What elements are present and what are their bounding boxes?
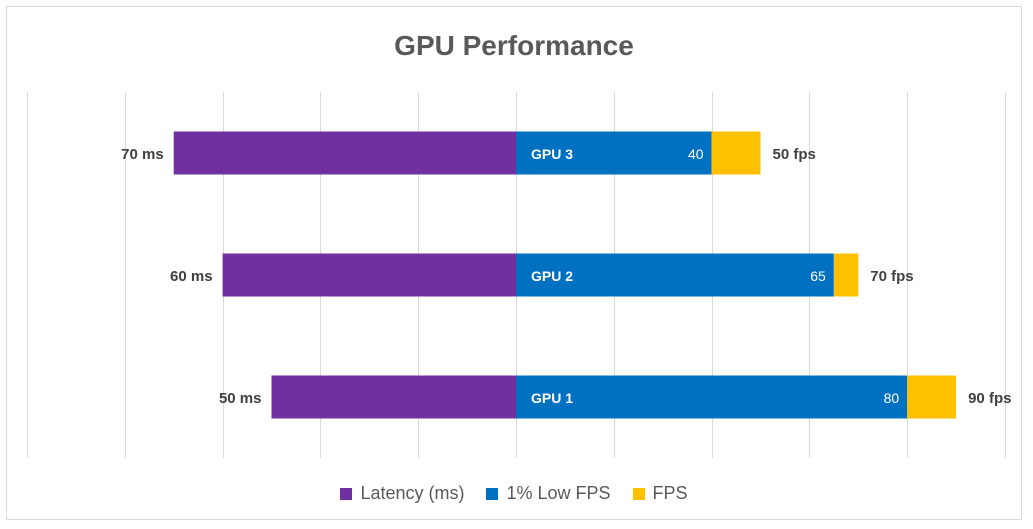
fps-label: 90 fps <box>968 390 1011 407</box>
bar-fps-gpu-1 <box>907 375 957 419</box>
legend: Latency (ms) 1% Low FPS FPS <box>6 483 1022 504</box>
legend-swatch-fps <box>632 487 645 500</box>
latency-label: 60 ms <box>170 268 213 285</box>
category-label: GPU 2 <box>531 268 573 284</box>
legend-item-latency: Latency (ms) <box>340 483 464 504</box>
bar-latency-gpu-1 <box>271 375 516 419</box>
bar-latency-gpu-2 <box>222 253 516 297</box>
chart-title: GPU Performance <box>394 30 634 61</box>
legend-item-fps: FPS <box>632 483 688 504</box>
latency-label: 50 ms <box>219 390 262 407</box>
legend-label-fps: FPS <box>652 483 688 503</box>
low-fps-value-label: 80 <box>884 390 900 406</box>
bar-latency-gpu-3 <box>173 131 516 175</box>
legend-swatch-low-fps <box>486 487 499 500</box>
legend-label-low-fps: 1% Low FPS <box>506 483 611 503</box>
legend-swatch-latency <box>340 487 353 500</box>
category-label: GPU 3 <box>531 146 573 162</box>
bar-fps-gpu-3 <box>711 131 761 175</box>
bar-low-fps-gpu-2 <box>516 253 834 297</box>
bar-fps-gpu-2 <box>833 253 859 297</box>
fps-label: 50 fps <box>773 146 816 163</box>
bar-low-fps-gpu-1 <box>516 375 908 419</box>
legend-item-low-fps: 1% Low FPS <box>486 483 611 504</box>
category-label: GPU 1 <box>531 390 573 406</box>
legend-label-latency: Latency (ms) <box>360 483 465 503</box>
fps-label: 70 fps <box>870 268 913 285</box>
latency-label: 70 ms <box>121 146 164 163</box>
low-fps-value-label: 40 <box>688 146 704 162</box>
low-fps-value-label: 65 <box>810 268 826 284</box>
bar-low-fps-gpu-3 <box>516 131 712 175</box>
